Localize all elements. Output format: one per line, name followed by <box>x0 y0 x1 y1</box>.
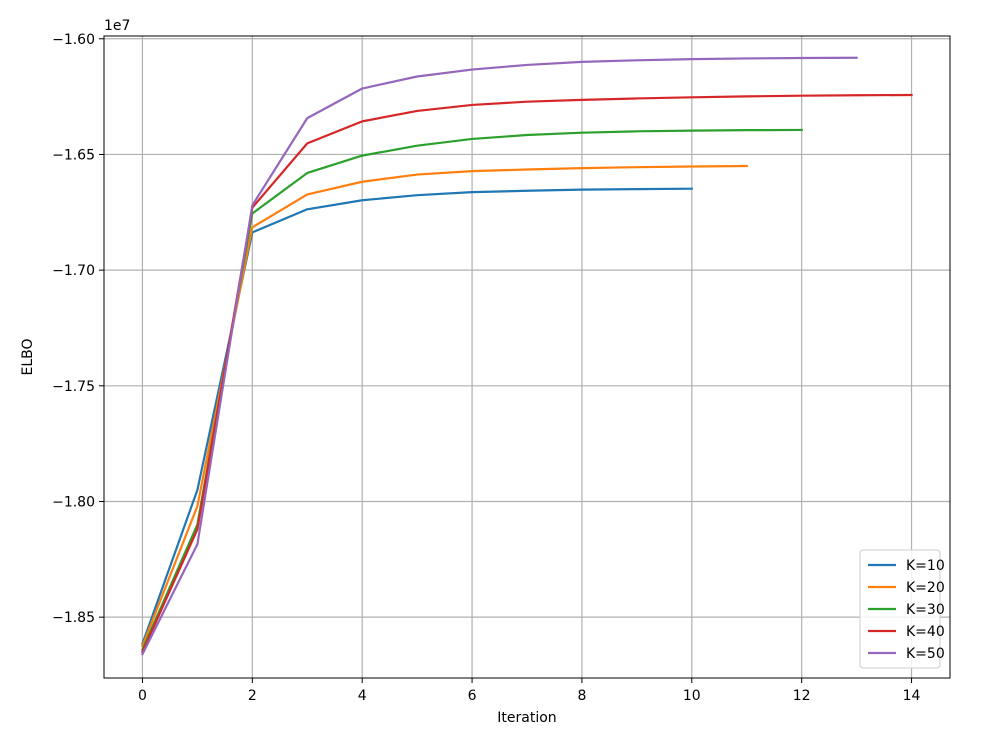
legend-label: K=40 <box>906 624 945 640</box>
x-tick-label: 14 <box>903 688 921 704</box>
legend-label: K=30 <box>906 602 945 618</box>
grid <box>104 36 950 678</box>
legend-label: K=10 <box>906 558 945 574</box>
series-line-k-50 <box>140 56 858 656</box>
x-tick-label: 12 <box>793 688 811 704</box>
y-axis-label: ELBO <box>20 338 36 375</box>
series-lines <box>140 56 913 656</box>
y-tick-label: −1.60 <box>52 32 95 48</box>
x-tick-label: 6 <box>468 688 477 704</box>
y-tick-label: −1.65 <box>52 147 95 163</box>
legend-box <box>859 549 941 669</box>
legend-label: K=20 <box>906 580 945 596</box>
y-tick-label: −1.80 <box>52 494 95 510</box>
plot-frame <box>103 35 951 679</box>
x-axis-label: Iteration <box>497 710 556 726</box>
series-line-k-40 <box>140 93 913 654</box>
x-tick-label: 10 <box>683 688 701 704</box>
y-tick-label: −1.75 <box>52 379 95 395</box>
legend-label: K=50 <box>906 646 945 662</box>
x-tick-label: 2 <box>248 688 257 704</box>
x-tick-label: 4 <box>358 688 367 704</box>
x-tick-label: 8 <box>577 688 586 704</box>
y-offset-text: 1e7 <box>104 18 130 34</box>
series-line-k-20 <box>141 164 748 648</box>
y-tick-label: −1.85 <box>52 610 95 626</box>
x-tick-label: 0 <box>138 688 147 704</box>
legend: K=10 K=20 K=30 K=40 K=50 <box>859 549 945 669</box>
axis-ticks: 0 2 4 6 8 10 12 14 −1.85 −1.80 −1.75 −1.70 −1.65 −1.6… <box>52 32 920 704</box>
y-tick-label: −1.70 <box>52 263 95 279</box>
